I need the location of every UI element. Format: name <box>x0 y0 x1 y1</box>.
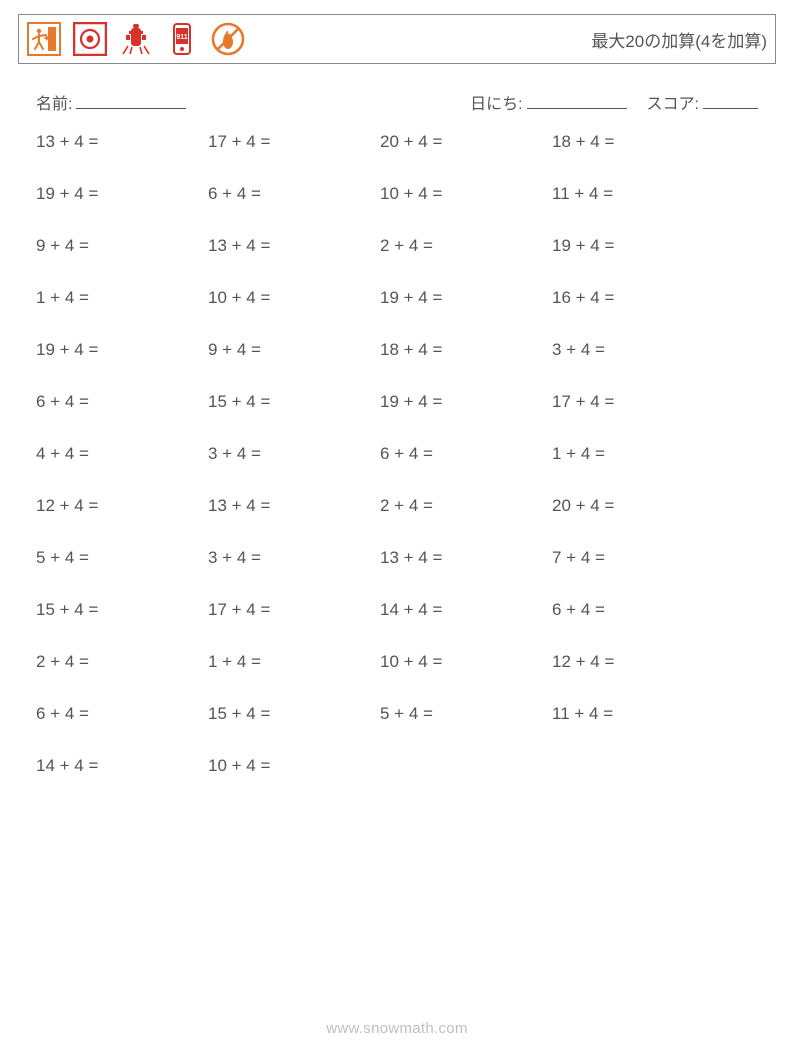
problem-cell: 6 + 4 = <box>36 704 208 724</box>
date-label: 日にち: <box>470 90 522 114</box>
problem-cell: 19 + 4 = <box>380 392 552 412</box>
problem-cell: 15 + 4 = <box>208 704 380 724</box>
problem-cell <box>552 756 724 776</box>
problem-cell: 13 + 4 = <box>208 496 380 516</box>
problem-cell: 6 + 4 = <box>208 184 380 204</box>
problem-cell: 10 + 4 = <box>208 288 380 308</box>
footer-url: www.snowmath.com <box>0 1020 794 1037</box>
problem-cell: 18 + 4 = <box>552 132 724 152</box>
problem-cell: 1 + 4 = <box>552 444 724 464</box>
name-blank[interactable] <box>76 92 186 109</box>
problem-cell: 5 + 4 = <box>36 548 208 568</box>
problems-grid: 13 + 4 =17 + 4 =20 + 4 =18 + 4 =19 + 4 =… <box>36 132 776 776</box>
problem-cell: 13 + 4 = <box>380 548 552 568</box>
problem-cell: 16 + 4 = <box>552 288 724 308</box>
problem-cell: 6 + 4 = <box>36 392 208 412</box>
problem-cell: 3 + 4 = <box>552 340 724 360</box>
fire-alarm-icon <box>73 22 107 56</box>
problem-cell: 3 + 4 = <box>208 444 380 464</box>
name-label: 名前: <box>36 90 72 114</box>
problem-cell: 13 + 4 = <box>36 132 208 152</box>
score-blank[interactable] <box>703 92 758 109</box>
problem-cell <box>380 756 552 776</box>
problem-cell: 19 + 4 = <box>552 236 724 256</box>
problem-cell: 17 + 4 = <box>208 600 380 620</box>
problem-cell: 6 + 4 = <box>380 444 552 464</box>
problem-cell: 15 + 4 = <box>208 392 380 412</box>
name-field: 名前: <box>36 90 186 114</box>
problem-cell: 9 + 4 = <box>208 340 380 360</box>
problem-cell: 5 + 4 = <box>380 704 552 724</box>
hydrant-icon <box>119 22 153 56</box>
score-label: スコア: <box>647 90 699 114</box>
problem-cell: 2 + 4 = <box>36 652 208 672</box>
problem-cell: 7 + 4 = <box>552 548 724 568</box>
problem-cell: 12 + 4 = <box>552 652 724 672</box>
problem-cell: 20 + 4 = <box>552 496 724 516</box>
problem-cell: 11 + 4 = <box>552 184 724 204</box>
problem-cell: 15 + 4 = <box>36 600 208 620</box>
problem-cell: 19 + 4 = <box>36 184 208 204</box>
header-box: 911 最大20の加算(4を加算) <box>18 14 776 64</box>
problem-cell: 19 + 4 = <box>36 340 208 360</box>
problem-cell: 10 + 4 = <box>380 184 552 204</box>
meta-row: 名前: 日にち: スコア: <box>36 90 758 114</box>
no-fire-icon <box>211 22 245 56</box>
problem-cell: 2 + 4 = <box>380 236 552 256</box>
problem-cell: 17 + 4 = <box>208 132 380 152</box>
call-911-icon: 911 <box>165 22 199 56</box>
icon-row: 911 <box>27 22 245 56</box>
date-score-group: 日にち: スコア: <box>470 90 758 114</box>
problem-cell: 11 + 4 = <box>552 704 724 724</box>
svg-text:911: 911 <box>176 34 187 41</box>
problem-cell: 13 + 4 = <box>208 236 380 256</box>
problem-cell: 17 + 4 = <box>552 392 724 412</box>
problem-cell: 3 + 4 = <box>208 548 380 568</box>
problem-cell: 9 + 4 = <box>36 236 208 256</box>
problem-cell: 1 + 4 = <box>208 652 380 672</box>
problem-cell: 18 + 4 = <box>380 340 552 360</box>
problem-cell: 12 + 4 = <box>36 496 208 516</box>
problem-cell: 1 + 4 = <box>36 288 208 308</box>
problem-cell: 10 + 4 = <box>380 652 552 672</box>
problem-cell: 14 + 4 = <box>380 600 552 620</box>
worksheet-title: 最大20の加算(4を加算) <box>591 27 767 52</box>
problem-cell: 14 + 4 = <box>36 756 208 776</box>
problem-cell: 20 + 4 = <box>380 132 552 152</box>
problem-cell: 10 + 4 = <box>208 756 380 776</box>
problem-cell: 4 + 4 = <box>36 444 208 464</box>
exit-sign-icon <box>27 22 61 56</box>
problem-cell: 19 + 4 = <box>380 288 552 308</box>
date-blank[interactable] <box>527 92 627 109</box>
problem-cell: 6 + 4 = <box>552 600 724 620</box>
worksheet-page: 911 最大20の加算(4を加算) 名前: 日にち: スコア: <box>0 0 794 1053</box>
problem-cell: 2 + 4 = <box>380 496 552 516</box>
